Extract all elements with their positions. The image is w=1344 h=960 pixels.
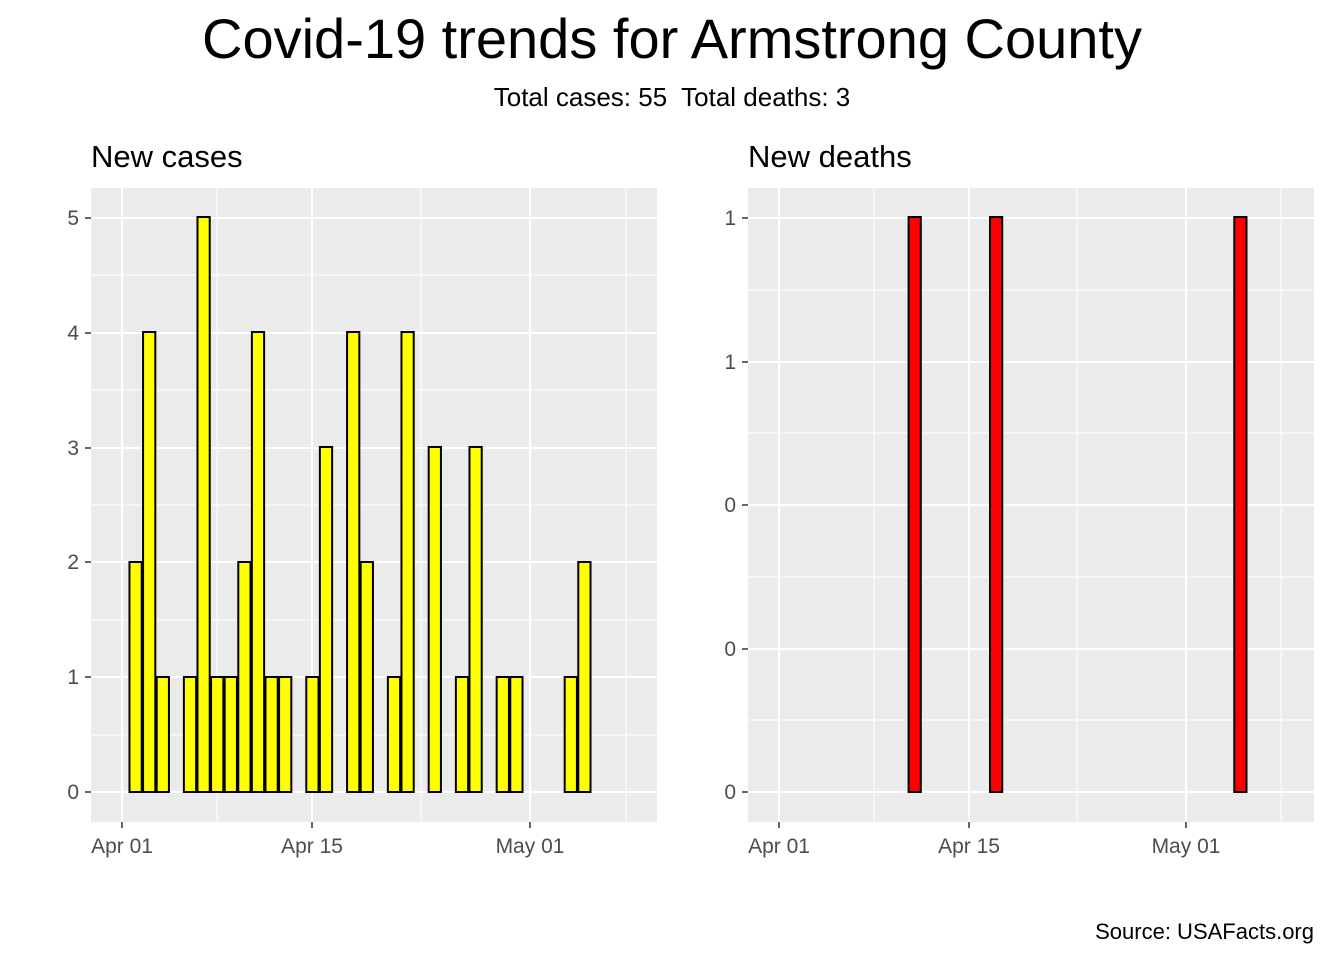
- y-tick-label: 2: [67, 551, 79, 574]
- panel-title-new-cases: New cases: [91, 139, 243, 174]
- x-tick-label: May 01: [1152, 835, 1221, 858]
- y-tick-label: 1: [67, 666, 79, 689]
- cases-bar-apr-29: [495, 676, 510, 793]
- cases-bar-apr-22: [400, 331, 415, 793]
- cases-bar-apr-12: [264, 676, 279, 793]
- cases-bar-apr-02: [128, 561, 143, 793]
- cases-bar-apr-19: [359, 561, 374, 793]
- y-tick-label: 0: [724, 494, 736, 517]
- cases-bar-apr-24: [427, 446, 442, 793]
- y-tick-label: 0: [724, 781, 736, 804]
- y-tick-label: 4: [67, 322, 79, 345]
- x-tick-label: Apr 01: [748, 835, 810, 858]
- cases-bar-apr-03: [142, 331, 157, 793]
- cases-bar-apr-06: [182, 676, 198, 793]
- cases-bar-apr-10: [237, 561, 252, 793]
- cases-bar-apr-11: [250, 331, 266, 793]
- y-tick-label: 1: [724, 207, 736, 230]
- cases-bar-may-05: [577, 561, 592, 793]
- source-caption: Source: USAFacts.org: [1095, 919, 1314, 944]
- cases-bar-apr-27: [468, 446, 483, 793]
- cases-bar-apr-30: [509, 676, 524, 793]
- new-deaths-panel: 0 0 0 1 1 Apr 01 Apr 15 May 01: [724, 188, 1314, 858]
- panel-title-new-deaths: New deaths: [748, 139, 912, 174]
- cases-bar-apr-04: [155, 676, 170, 793]
- cases-bar-apr-16: [318, 446, 334, 793]
- cases-bar-apr-18: [346, 331, 361, 793]
- deaths-bar-apr-11: [907, 216, 922, 793]
- y-tick-label: 3: [67, 437, 79, 460]
- x-tick-label: May 01: [496, 835, 565, 858]
- cases-bar-apr-13: [278, 676, 293, 793]
- cases-bar-apr-15: [305, 676, 320, 793]
- chart-title: Covid-19 trends for Armstrong County: [202, 7, 1142, 70]
- cases-bar-apr-09: [223, 676, 238, 793]
- x-tick-label: Apr 15: [938, 835, 1000, 858]
- new-cases-panel: 0 1 2 3 4 5 Apr 01 Apr 15 May 01: [67, 188, 657, 858]
- chart-subtitle: Total cases: 55 Total deaths: 3: [493, 82, 851, 112]
- y-tick-label: 0: [724, 638, 736, 661]
- cases-bar-apr-07: [196, 216, 211, 793]
- cases-bar-apr-26: [454, 676, 470, 793]
- x-tick-label: Apr 15: [281, 835, 343, 858]
- y-tick-label: 5: [67, 207, 79, 230]
- y-tick-label: 0: [67, 781, 79, 804]
- cases-bar-apr-21: [386, 676, 402, 793]
- cases-bar-may-04: [563, 676, 578, 793]
- y-tick-label: 1: [724, 351, 736, 374]
- cases-bar-apr-08: [210, 676, 225, 793]
- deaths-bar-apr-17: [989, 216, 1004, 793]
- deaths-bar-may-05: [1233, 216, 1248, 793]
- x-tick-label: Apr 01: [91, 835, 153, 858]
